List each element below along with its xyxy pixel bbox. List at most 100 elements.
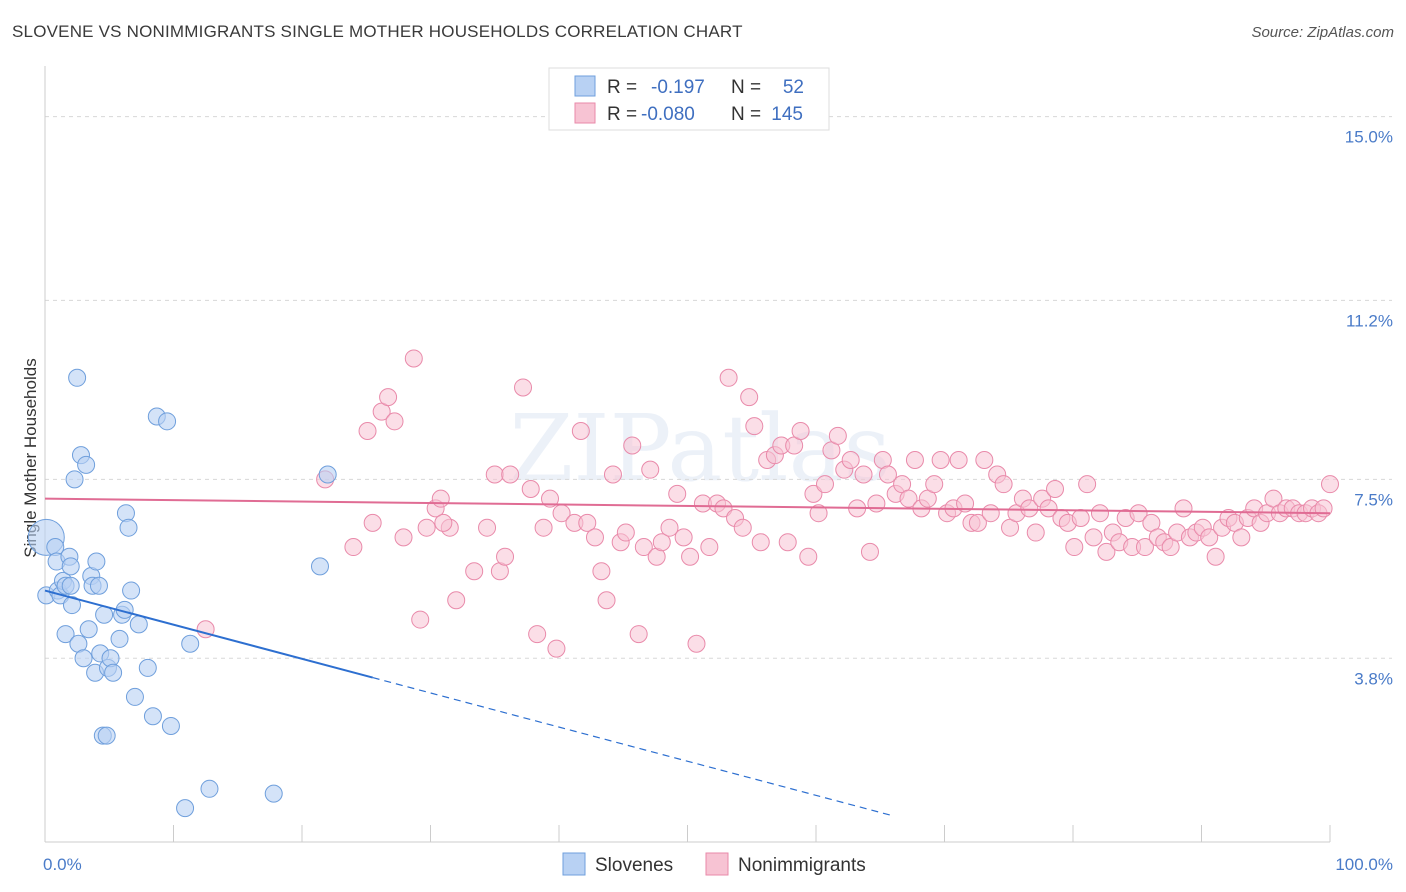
x-tick-label-1: 100.0% bbox=[1335, 855, 1393, 874]
slovenes-point bbox=[87, 552, 106, 571]
slovenes-point bbox=[310, 557, 329, 576]
nonimmigrants-point bbox=[905, 451, 924, 469]
slovenes-point bbox=[110, 629, 129, 648]
nonimmigrants-point bbox=[1174, 499, 1193, 518]
nonimmigrants-point bbox=[860, 542, 879, 561]
nonimmigrants-points bbox=[196, 349, 1339, 658]
nonimmigrants-point bbox=[1135, 538, 1154, 557]
stats-n-value-nonimmigrants: 145 bbox=[771, 104, 803, 125]
slovenes-trend-line bbox=[44, 589, 373, 679]
stats-n-label-nonimmigrants: N = bbox=[731, 104, 761, 125]
nonimmigrants-point bbox=[485, 465, 504, 484]
slovenes-point bbox=[68, 368, 87, 387]
nonimmigrants-point bbox=[592, 562, 611, 581]
y-tick-label-2: 11.2% bbox=[1346, 311, 1393, 330]
trend-lines bbox=[44, 497, 1331, 817]
nonimmigrants-point bbox=[404, 349, 423, 368]
nonimmigrants-point bbox=[714, 499, 733, 518]
legend-swatch-nonimmigrants bbox=[705, 852, 729, 876]
slovenes-point bbox=[143, 707, 162, 726]
slovenes-point bbox=[122, 581, 141, 600]
nonimmigrants-trend-line bbox=[44, 497, 1331, 515]
slovenes-point bbox=[89, 576, 108, 595]
nonimmigrants-point bbox=[585, 528, 604, 547]
nonimmigrants-point bbox=[385, 412, 404, 431]
nonimmigrants-point bbox=[1129, 504, 1148, 523]
slovenes-point bbox=[77, 455, 96, 474]
stats-legend-swatch-slovenes bbox=[574, 75, 596, 97]
nonimmigrants-point bbox=[521, 480, 540, 499]
nonimmigrants-point bbox=[968, 513, 987, 532]
nonimmigrants-point bbox=[899, 489, 918, 508]
nonimmigrants-point bbox=[528, 625, 547, 644]
nonimmigrants-point bbox=[719, 368, 738, 387]
slovenes-point bbox=[62, 596, 81, 615]
nonimmigrants-point bbox=[791, 421, 810, 440]
nonimmigrants-point bbox=[975, 451, 994, 469]
nonimmigrants-point bbox=[799, 547, 818, 566]
nonimmigrants-point bbox=[674, 528, 693, 547]
stats-legend-box bbox=[548, 67, 830, 131]
nonimmigrants-point bbox=[534, 518, 553, 537]
nonimmigrants-point bbox=[931, 451, 950, 469]
legend-swatch-slovenes bbox=[562, 852, 586, 876]
axes bbox=[44, 66, 1331, 843]
nonimmigrants-point bbox=[1090, 504, 1109, 523]
series-legend: Slovenes Nonimmigrants bbox=[562, 852, 866, 876]
nonimmigrants-point bbox=[841, 451, 860, 469]
nonimmigrants-point bbox=[687, 634, 706, 653]
stats-r-label-slovenes: R = bbox=[607, 77, 637, 98]
y-tick-label-0: 3.8% bbox=[1354, 669, 1393, 688]
nonimmigrants-point bbox=[501, 465, 520, 484]
nonimmigrants-point bbox=[652, 533, 671, 552]
slovenes-point bbox=[61, 557, 80, 576]
nonimmigrants-point bbox=[1200, 528, 1219, 547]
slovenes-point bbox=[61, 576, 80, 595]
slovenes-point bbox=[318, 465, 337, 484]
x-tick-labels: 0.0% 100.0% bbox=[43, 855, 1393, 874]
nonimmigrants-point bbox=[668, 484, 687, 503]
nonimmigrants-point bbox=[1206, 547, 1225, 566]
nonimmigrants-point bbox=[417, 518, 436, 537]
stats-r-label-nonimmigrants: R = bbox=[607, 104, 637, 125]
nonimmigrants-point bbox=[1084, 528, 1103, 547]
slovenes-point bbox=[264, 784, 283, 803]
x-tick-label-0: 0.0% bbox=[43, 855, 82, 874]
gridlines bbox=[45, 116, 1392, 659]
nonimmigrants-point bbox=[603, 465, 622, 484]
nonimmigrants-point bbox=[778, 533, 797, 552]
stats-r-value-slovenes: -0.197 bbox=[651, 77, 705, 98]
slovenes-point bbox=[56, 625, 75, 644]
nonimmigrants-point bbox=[1321, 475, 1339, 494]
nonimmigrants-point bbox=[956, 494, 975, 513]
slovenes-point bbox=[79, 620, 98, 639]
nonimmigrants-point bbox=[597, 591, 616, 610]
nonimmigrants-point bbox=[1232, 528, 1251, 547]
nonimmigrants-point bbox=[379, 388, 398, 407]
nonimmigrants-point bbox=[828, 426, 847, 445]
nonimmigrants-point bbox=[815, 475, 834, 494]
nonimmigrants-point bbox=[547, 639, 566, 658]
slovenes-point bbox=[138, 658, 157, 677]
nonimmigrants-point bbox=[541, 489, 560, 508]
nonimmigrants-point bbox=[1097, 542, 1116, 561]
nonimmigrants-point bbox=[981, 504, 1000, 523]
nonimmigrants-point bbox=[745, 417, 764, 436]
nonimmigrants-point bbox=[949, 451, 968, 469]
slovenes-point bbox=[161, 716, 180, 735]
nonimmigrants-point bbox=[804, 484, 823, 503]
nonimmigrants-point bbox=[514, 378, 533, 397]
stats-n-label-slovenes: N = bbox=[731, 77, 761, 98]
slovenes-point bbox=[125, 687, 144, 706]
slovenes-point bbox=[65, 470, 84, 489]
nonimmigrants-point bbox=[1065, 538, 1084, 557]
slovenes-point bbox=[176, 799, 195, 818]
nonimmigrants-point bbox=[496, 547, 515, 566]
chart-title: SLOVENE VS NONIMMIGRANTS SINGLE MOTHER H… bbox=[12, 22, 743, 41]
stats-r-value-nonimmigrants: -0.080 bbox=[641, 104, 695, 125]
nonimmigrants-point bbox=[478, 518, 497, 537]
nonimmigrants-point bbox=[358, 421, 377, 440]
slovenes-point bbox=[181, 634, 200, 653]
nonimmigrants-point bbox=[700, 538, 719, 557]
nonimmigrants-point bbox=[629, 625, 648, 644]
